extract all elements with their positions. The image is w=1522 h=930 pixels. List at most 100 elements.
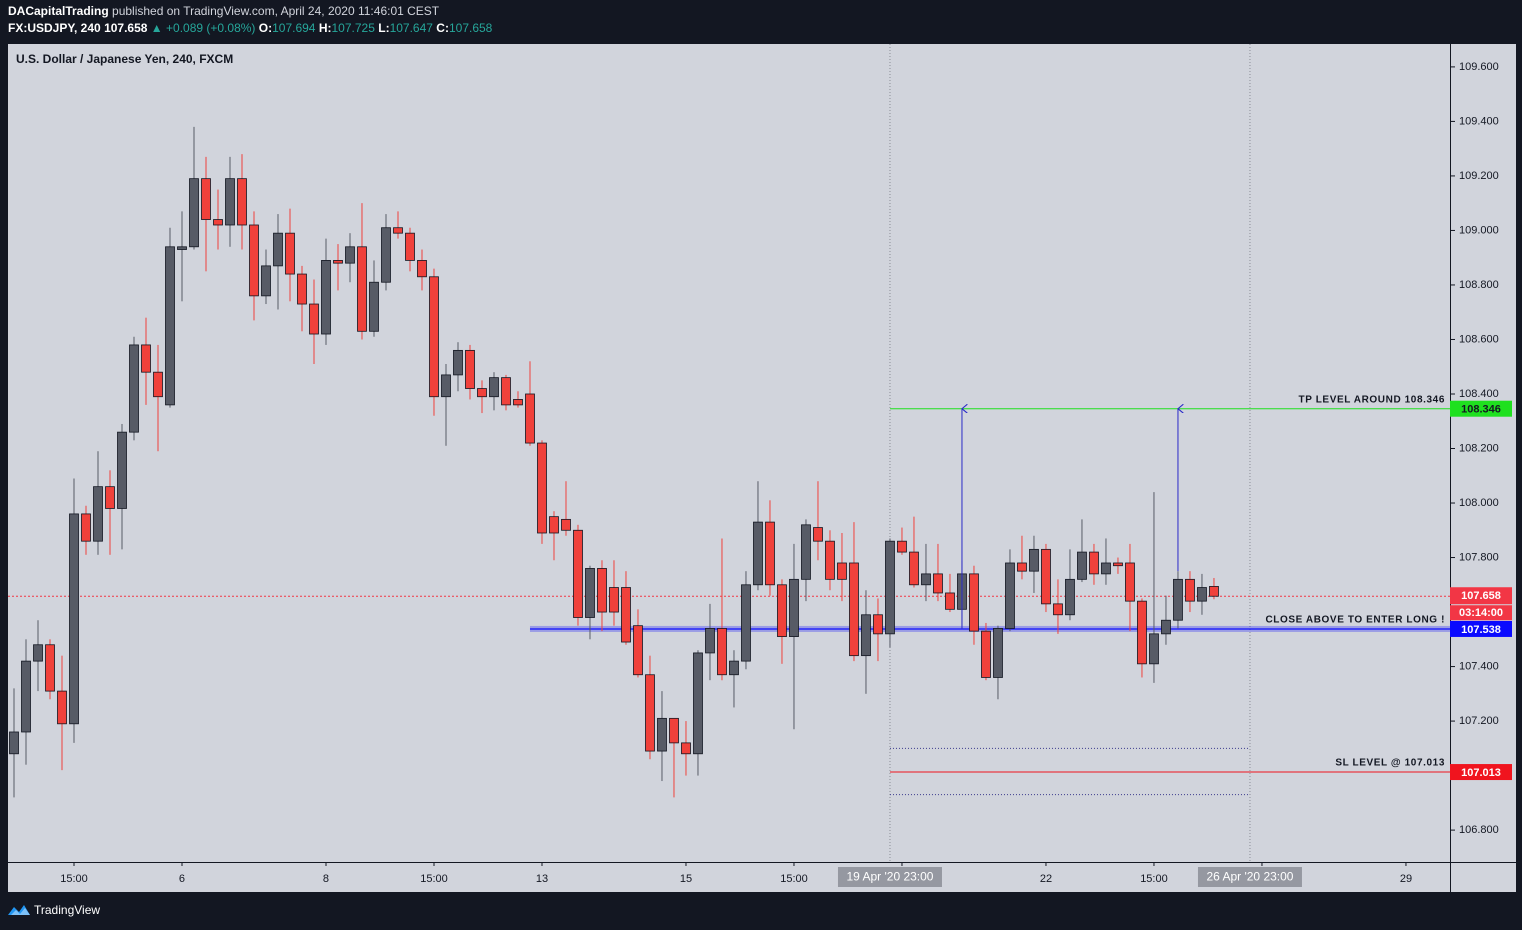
candle-body — [753, 521, 763, 586]
candle-body — [225, 178, 235, 226]
x-tick-label: 15:00 — [780, 873, 808, 885]
candle-body — [681, 742, 691, 755]
candle-body — [309, 303, 319, 335]
candle-body — [621, 587, 631, 643]
y-tick-label: 108.400 — [1459, 388, 1499, 400]
candle-body — [669, 717, 679, 744]
ohlc-label: L: — [378, 21, 389, 35]
candle-body — [945, 592, 955, 610]
x-tick-label: 29 — [1400, 873, 1412, 885]
candle-body — [369, 281, 379, 332]
y-tick-label: 107.400 — [1459, 660, 1499, 672]
chart-title: U.S. Dollar / Japanese Yen, 240, FXCM — [16, 52, 233, 66]
y-tick-label: 108.000 — [1459, 497, 1499, 509]
candle-body — [873, 614, 883, 635]
y-tick-label: 108.800 — [1459, 279, 1499, 291]
ohlc-label: C: — [436, 21, 449, 35]
y-tick-label: 109.000 — [1459, 224, 1499, 236]
candle-body — [1089, 551, 1099, 575]
candle-body — [93, 486, 103, 542]
y-tick-label: 106.800 — [1459, 824, 1499, 836]
candle-body — [645, 674, 655, 752]
x-tick-label: 22 — [1040, 873, 1052, 885]
price-tag — [1450, 587, 1512, 605]
candle-body — [885, 540, 895, 635]
x-tick-label: 15:00 — [420, 873, 448, 885]
candle-body — [105, 486, 115, 509]
candle-body — [285, 232, 295, 275]
symbol: FX:USDJPY, 240 — [8, 21, 101, 35]
candle-body — [273, 232, 283, 267]
level-tag — [1450, 620, 1512, 637]
candle-body — [513, 399, 523, 406]
ohlc-label: H: — [319, 21, 332, 35]
candle-body — [357, 246, 367, 332]
candle-body — [501, 377, 511, 406]
candle-body — [177, 246, 187, 250]
candle-body — [417, 260, 427, 278]
candle-body — [921, 573, 931, 586]
level-tag-label: 108.346 — [1461, 404, 1501, 416]
candle-body — [1017, 562, 1027, 572]
x-tick-label: 15 — [680, 873, 692, 885]
candle-body — [1053, 603, 1063, 616]
chart-panel — [8, 44, 1516, 892]
candle-body — [1101, 562, 1111, 575]
candle-body — [549, 516, 559, 534]
candle-body — [333, 260, 343, 264]
candle-body — [45, 644, 55, 692]
countdown-label: 03:14:00 — [1459, 607, 1503, 619]
candle-body — [129, 344, 139, 433]
x-tick-label: 15:00 — [1140, 873, 1168, 885]
candle-body — [933, 573, 943, 594]
candle-body — [297, 273, 307, 305]
candle-body — [165, 246, 175, 406]
candle-body — [1161, 619, 1171, 635]
y-tick-label: 108.200 — [1459, 442, 1499, 454]
candle-body — [153, 371, 163, 398]
y-tick-label: 109.200 — [1459, 170, 1499, 182]
candle-body — [993, 628, 1003, 678]
y-tick-label: 107.800 — [1459, 551, 1499, 563]
candle-body — [1077, 551, 1087, 580]
candle-body — [633, 625, 643, 676]
header-line: DACapitalTrading published on TradingVie… — [8, 4, 440, 18]
author: DACapitalTrading — [8, 4, 109, 18]
candle-body — [441, 374, 451, 398]
candle-body — [1149, 633, 1159, 665]
candle-body — [69, 513, 79, 725]
candle-body — [1041, 548, 1051, 605]
candle-body — [981, 630, 991, 678]
candle-body — [141, 344, 151, 373]
candle-body — [609, 587, 619, 613]
candle-body — [213, 219, 223, 226]
candle-body — [189, 178, 199, 248]
candle-body — [525, 393, 535, 444]
footer-logo — [8, 905, 30, 915]
candle-body — [1173, 578, 1183, 621]
candle-body — [405, 232, 415, 261]
candle-body — [825, 540, 835, 580]
level-tag-label: 107.013 — [1461, 767, 1501, 779]
candle-body — [897, 540, 907, 553]
date-tag — [1197, 867, 1302, 887]
ohlc-value: 107.647 — [390, 21, 434, 35]
candle-body — [969, 573, 979, 632]
candle-body — [909, 551, 919, 586]
level-tag — [1450, 400, 1512, 417]
candle-body — [21, 660, 31, 733]
ohlc-value: 107.658 — [449, 21, 493, 35]
candle-body — [777, 584, 787, 637]
footer-brand: TradingView — [34, 903, 100, 917]
ohlc-label: O: — [259, 21, 272, 35]
ohlc-value: 107.694 — [272, 21, 316, 35]
candle-body — [705, 628, 715, 654]
candle-body — [717, 628, 727, 676]
candle-body — [477, 388, 487, 398]
published: published on TradingView.com, April 24, … — [112, 4, 440, 18]
candle-body — [489, 377, 499, 398]
candle-body — [573, 529, 583, 618]
x-tick-label: 13 — [536, 873, 548, 885]
candle-body — [249, 224, 259, 297]
